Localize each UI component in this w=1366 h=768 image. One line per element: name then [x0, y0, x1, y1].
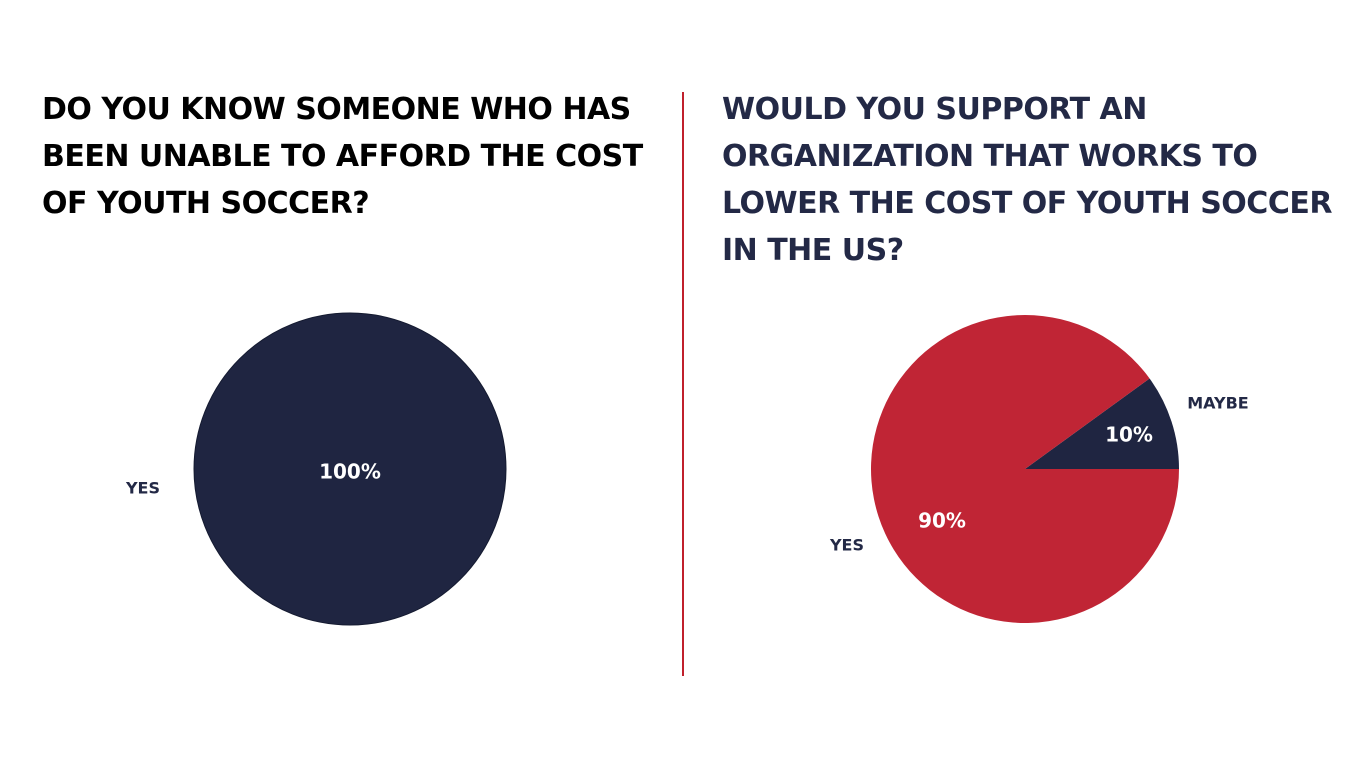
pie-slice-yes	[871, 314, 1179, 623]
chart-title-left: DO YOU KNOW SOMEONE WHO HAS BEEN UNABLE …	[42, 92, 643, 221]
slice-category-label-maybe: MAYBE	[1187, 394, 1248, 413]
slice-value-label-maybe: 10%	[1105, 423, 1153, 447]
slice-category-label-yes: YES	[125, 479, 160, 498]
vertical-divider	[682, 92, 684, 676]
slice-category-label-yes: YES	[829, 536, 864, 555]
chart-title-right: WOULD YOU SUPPORT AN ORGANIZATION THAT W…	[722, 92, 1332, 268]
pie-slice-maybe	[1025, 378, 1179, 469]
pie-chart-left: 100% YES	[125, 312, 507, 626]
slice-value-label-yes: 90%	[918, 509, 966, 533]
pie-slice-yes	[193, 312, 507, 626]
slice-value-label-yes: 100%	[319, 460, 381, 484]
